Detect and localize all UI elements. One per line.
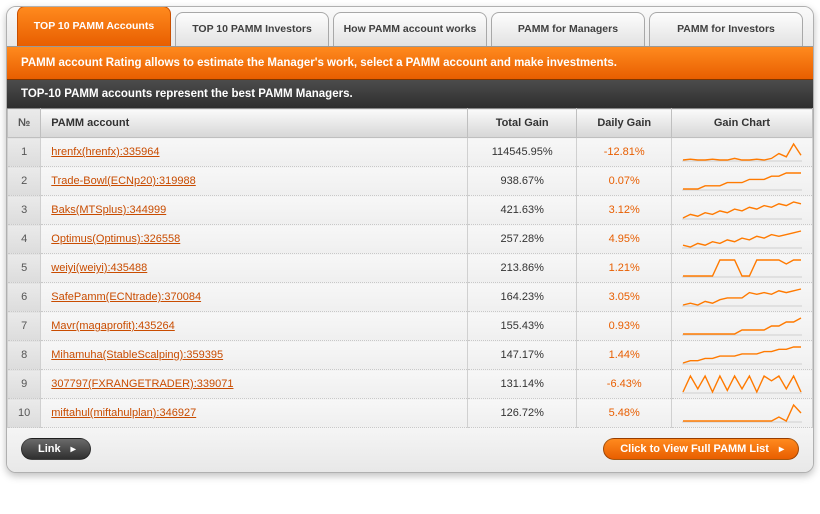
cell-chart: [671, 312, 812, 341]
table-row: 9 307797(FXRANGETRADER):339071 131.14%-6.4…: [8, 370, 813, 399]
account-link[interactable]: hrenfx(hrenfx):335964: [51, 146, 159, 158]
cell-chart: [671, 196, 812, 225]
link-button[interactable]: Link ▸: [21, 438, 91, 460]
cell-daily: 5.48%: [577, 399, 672, 428]
tab-bar: TOP 10 PAMM AccountsTOP 10 PAMM Investor…: [7, 7, 813, 47]
cell-total: 257.28%: [467, 225, 577, 254]
cell-no: 4: [8, 225, 41, 254]
table-row: 7 Mavr(magaprofit):435264 155.43%0.93%: [8, 312, 813, 341]
cell-daily: 4.95%: [577, 225, 672, 254]
cell-total: 213.86%: [467, 254, 577, 283]
col-header-no: №: [8, 109, 41, 138]
cell-no: 9: [8, 370, 41, 399]
cell-daily: -6.43%: [577, 370, 672, 399]
table-row: 2 Trade-Bowl(ECNp20):319988 938.67%0.07%: [8, 167, 813, 196]
cell-no: 8: [8, 341, 41, 370]
cell-total: 126.72%: [467, 399, 577, 428]
cell-daily: 3.05%: [577, 283, 672, 312]
cell-chart: [671, 167, 812, 196]
tab-1[interactable]: TOP 10 PAMM Investors: [175, 12, 329, 46]
cell-account: Mavr(magaprofit):435264: [41, 312, 468, 341]
cell-total: 155.43%: [467, 312, 577, 341]
cell-account: 307797(FXRANGETRADER):339071: [41, 370, 468, 399]
view-full-list-button[interactable]: Click to View Full PAMM List ▸: [603, 438, 799, 460]
cell-account: weiyi(weiyi):435488: [41, 254, 468, 283]
cell-total: 131.14%: [467, 370, 577, 399]
cell-account: hrenfx(hrenfx):335964: [41, 138, 468, 167]
pamm-table: № PAMM account Total Gain Daily Gain Gai…: [7, 108, 813, 428]
cell-account: Optimus(Optimus):326558: [41, 225, 468, 254]
cell-chart: [671, 370, 812, 399]
table-row: 1 hrenfx(hrenfx):335964 114545.95%-12.81%: [8, 138, 813, 167]
cell-account: Baks(MTSplus):344999: [41, 196, 468, 225]
account-link[interactable]: Mihamuha(StableScalping):359395: [51, 349, 223, 361]
chevron-right-icon: ▸: [779, 444, 784, 455]
cell-daily: 1.44%: [577, 341, 672, 370]
cell-no: 6: [8, 283, 41, 312]
cell-chart: [671, 341, 812, 370]
col-header-chart: Gain Chart: [671, 109, 812, 138]
pamm-widget: TOP 10 PAMM AccountsTOP 10 PAMM Investor…: [6, 6, 814, 473]
tab-0[interactable]: TOP 10 PAMM Accounts: [17, 6, 171, 46]
account-link[interactable]: Optimus(Optimus):326558: [51, 233, 180, 245]
cell-chart: [671, 138, 812, 167]
cell-account: Trade-Bowl(ECNp20):319988: [41, 167, 468, 196]
account-link[interactable]: Trade-Bowl(ECNp20):319988: [51, 175, 196, 187]
subtitle-text: TOP-10 PAMM accounts represent the best …: [7, 80, 813, 108]
tab-4[interactable]: PAMM for Investors: [649, 12, 803, 46]
cell-no: 1: [8, 138, 41, 167]
table-row: 8 Mihamuha(StableScalping):359395 147.17%1…: [8, 341, 813, 370]
cell-total: 164.23%: [467, 283, 577, 312]
col-header-total: Total Gain: [467, 109, 577, 138]
table-row: 6 SafePamm(ECNtrade):370084 164.23%3.05%: [8, 283, 813, 312]
cell-chart: [671, 283, 812, 312]
cell-no: 2: [8, 167, 41, 196]
table-row: 3 Baks(MTSplus):344999 421.63%3.12%: [8, 196, 813, 225]
table-row: 4 Optimus(Optimus):326558 257.28%4.95%: [8, 225, 813, 254]
col-header-account: PAMM account: [41, 109, 468, 138]
cell-account: miftahul(miftahulplan):346927: [41, 399, 468, 428]
cell-total: 938.67%: [467, 167, 577, 196]
tab-2[interactable]: How PAMM account works: [333, 12, 487, 46]
cell-no: 3: [8, 196, 41, 225]
cell-total: 421.63%: [467, 196, 577, 225]
account-link[interactable]: Mavr(magaprofit):435264: [51, 320, 175, 332]
cell-total: 114545.95%: [467, 138, 577, 167]
account-link[interactable]: weiyi(weiyi):435488: [51, 262, 147, 274]
cell-account: Mihamuha(StableScalping):359395: [41, 341, 468, 370]
table-row: 10 miftahul(miftahulplan):346927 126.72%5.…: [8, 399, 813, 428]
cell-total: 147.17%: [467, 341, 577, 370]
table-row: 5 weiyi(weiyi):435488 213.86%1.21%: [8, 254, 813, 283]
pamm-table-body: 1hrenfx(hrenfx):335964114545.95%-12.81%2…: [8, 138, 813, 428]
cell-chart: [671, 225, 812, 254]
cell-daily: 0.93%: [577, 312, 672, 341]
cell-account: SafePamm(ECNtrade):370084: [41, 283, 468, 312]
chevron-right-icon: ▸: [71, 444, 76, 455]
view-full-list-label: Click to View Full PAMM List: [620, 443, 769, 455]
cell-no: 7: [8, 312, 41, 341]
tab-3[interactable]: PAMM for Managers: [491, 12, 645, 46]
banner-text: PAMM account Rating allows to estimate t…: [7, 47, 813, 80]
cell-daily: 0.07%: [577, 167, 672, 196]
account-link[interactable]: miftahul(miftahulplan):346927: [51, 407, 196, 419]
cell-daily: -12.81%: [577, 138, 672, 167]
account-link[interactable]: SafePamm(ECNtrade):370084: [51, 291, 201, 303]
col-header-daily: Daily Gain: [577, 109, 672, 138]
cell-chart: [671, 254, 812, 283]
account-link[interactable]: Baks(MTSplus):344999: [51, 204, 166, 216]
cell-no: 10: [8, 399, 41, 428]
footer: Link ▸ Click to View Full PAMM List ▸: [7, 428, 813, 472]
cell-chart: [671, 399, 812, 428]
cell-daily: 3.12%: [577, 196, 672, 225]
cell-daily: 1.21%: [577, 254, 672, 283]
account-link[interactable]: 307797(FXRANGETRADER):339071: [51, 378, 233, 390]
cell-no: 5: [8, 254, 41, 283]
link-button-label: Link: [38, 443, 61, 455]
